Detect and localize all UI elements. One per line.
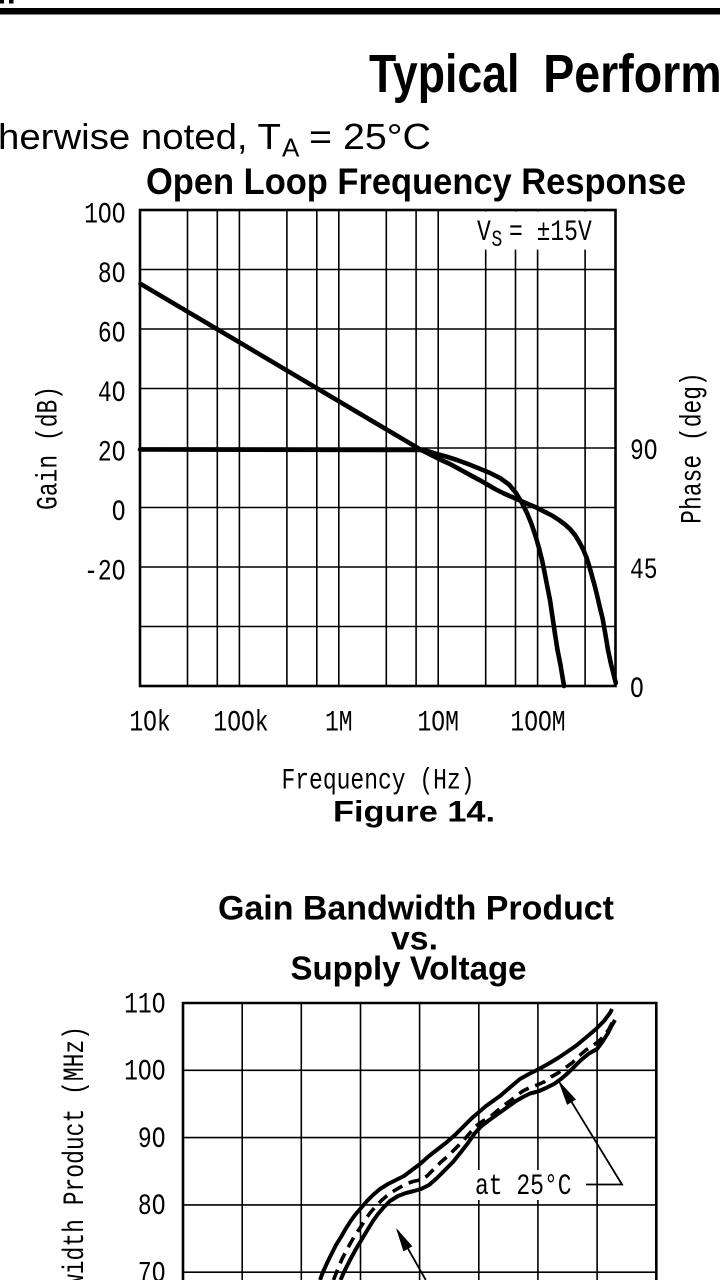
svg-text:6O: 6O — [98, 317, 126, 350]
svg-text:Gain Bandwidth Product (MHz): Gain Bandwidth Product (MHz) — [59, 1026, 92, 1280]
svg-text:O: O — [112, 495, 126, 528]
svg-text:at 25°C: at 25°C — [475, 1170, 572, 1203]
svg-text:-2O: -2O — [84, 555, 125, 588]
svg-text:Open Loop Frequency Response: Open Loop Frequency Response — [146, 162, 686, 202]
svg-text:1OO: 1OO — [84, 198, 125, 231]
svg-text:9O: 9O — [138, 1122, 166, 1155]
svg-text:Phase (deg): Phase (deg) — [676, 372, 709, 524]
svg-text:Typical: Typical — [369, 44, 519, 104]
svg-text:= 25°C: = 25°C — [309, 116, 431, 157]
svg-text:1M: 1M — [325, 706, 353, 739]
svg-text:2O: 2O — [98, 436, 126, 469]
svg-text:S: S — [492, 228, 503, 254]
svg-text:Supply Voltage: Supply Voltage — [291, 949, 527, 986]
svg-text:1OOM: 1OOM — [510, 706, 565, 739]
svg-text:Gain (dB): Gain (dB) — [32, 386, 65, 510]
svg-text:8O: 8O — [138, 1190, 166, 1223]
svg-text:Performance Characteristics: Performance Characteristics — [543, 44, 720, 104]
svg-text:7O: 7O — [138, 1257, 166, 1280]
svg-text:Gain Bandwidth Product: Gain Bandwidth Product — [218, 890, 614, 928]
svg-text:Frequency (Hz): Frequency (Hz) — [281, 764, 474, 797]
svg-text:1OO: 1OO — [124, 1055, 165, 1088]
svg-text:vs.: vs. — [391, 921, 438, 958]
svg-text:1OM: 1OM — [418, 706, 459, 739]
svg-text:= ±15V: = ±15V — [509, 216, 592, 249]
svg-text:1OOk: 1OOk — [213, 706, 268, 739]
svg-text:V: V — [477, 216, 491, 249]
svg-text:45: 45 — [630, 553, 658, 586]
svg-text:Figure 14.: Figure 14. — [333, 796, 495, 829]
svg-text:A: A — [282, 133, 300, 163]
svg-text:9O: 9O — [630, 434, 658, 467]
svg-text:1Ok: 1Ok — [129, 706, 170, 739]
svg-text:4O: 4O — [98, 376, 126, 409]
svg-text:11O: 11O — [124, 988, 165, 1021]
svg-text:8O: 8O — [98, 257, 126, 290]
svg-text:O: O — [630, 672, 644, 705]
svg-text:herwise noted, T: herwise noted, T — [0, 116, 281, 157]
